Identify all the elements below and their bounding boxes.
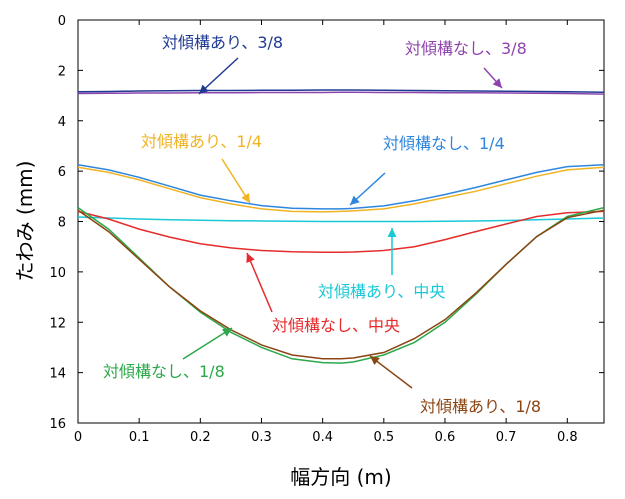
annotation-arrow-line (182, 327, 233, 360)
annotation-label: 対傾構あり、3/8 (162, 33, 283, 52)
x-tick-label: 0.1 (129, 430, 150, 445)
x-tick-label: 0.8 (557, 430, 578, 445)
annotation-label: 対傾構なし、1/4 (383, 134, 505, 153)
x-tick-label: 0.3 (251, 430, 272, 445)
annotation-label: 対傾構あり、1/8 (420, 397, 541, 416)
x-tick-label: 0.6 (435, 430, 456, 445)
y-axis-label: たわみ (mm) (13, 161, 37, 282)
annotation-2: 対傾構あり、1/4 (141, 132, 262, 204)
x-axis-ticks: 0 0.1 0.2 0.3 0.4 0.5 0.6 0.7 0.8 (74, 20, 578, 445)
x-tick-label: 0.5 (373, 430, 394, 445)
annotation-label: 対傾構あり、1/4 (141, 132, 262, 151)
series-line-0 (77, 89, 605, 94)
annotation-arrowhead (370, 356, 380, 366)
annotation-7: 対傾構あり、1/8 (369, 355, 541, 416)
series-line-3 (77, 164, 605, 210)
x-axis-label: 幅方向 (m) (290, 465, 391, 489)
annotation-0: 対傾構あり、3/8 (162, 33, 283, 95)
annotation-arrowhead (387, 228, 397, 237)
y-tick-label: 8 (58, 216, 66, 231)
y-tick-label: 4 (58, 115, 66, 130)
annotation-arrowhead (492, 78, 502, 88)
series-line-7 (77, 209, 605, 360)
y-axis-ticks: 0 2 4 6 8 10 12 14 16 (49, 14, 604, 432)
annotation-arrow-line (246, 252, 273, 313)
annotation-1: 対傾構なし、3/8 (405, 39, 527, 89)
annotation-label: 対傾構あり、中央 (318, 282, 445, 301)
y-tick-label: 6 (58, 165, 66, 180)
x-tick-label: 0 (74, 430, 82, 445)
annotation-arrowhead (221, 328, 232, 337)
annotation-label: 対傾構なし、3/8 (405, 39, 527, 58)
annotation-arrowhead (350, 195, 360, 205)
annotation-arrowhead (199, 84, 209, 94)
annotation-label: 対傾構なし、1/8 (103, 362, 225, 381)
y-tick-label: 14 (49, 367, 66, 382)
series-line-5 (77, 210, 605, 253)
series-layer (77, 89, 605, 364)
annotation-layer: 対傾構あり、3/8 対傾構なし、3/8 対傾構あり、1/4 対傾構なし、1/4 対傾構あ… (103, 33, 541, 416)
y-tick-label: 2 (58, 64, 66, 79)
series-line-2 (77, 166, 605, 213)
annotation-4: 対傾構あり、中央 (318, 228, 445, 301)
series-line-4 (77, 216, 605, 223)
x-tick-label: 0.4 (312, 430, 333, 445)
x-tick-label: 0.2 (190, 430, 211, 445)
annotation-label: 対傾構なし、中央 (272, 316, 400, 335)
y-tick-label: 10 (49, 266, 66, 281)
y-tick-label: 12 (49, 316, 66, 331)
x-tick-label: 0.7 (496, 430, 517, 445)
y-tick-label: 16 (49, 417, 66, 432)
annotation-arrowhead (246, 253, 255, 264)
annotation-5: 対傾構なし、中央 (246, 252, 400, 335)
y-tick-label: 0 (58, 14, 66, 29)
annotation-arrowhead (241, 192, 250, 203)
series-line-1 (77, 91, 605, 95)
annotation-6: 対傾構なし、1/8 (103, 327, 233, 381)
annotation-3: 対傾構なし、1/4 (349, 134, 505, 206)
